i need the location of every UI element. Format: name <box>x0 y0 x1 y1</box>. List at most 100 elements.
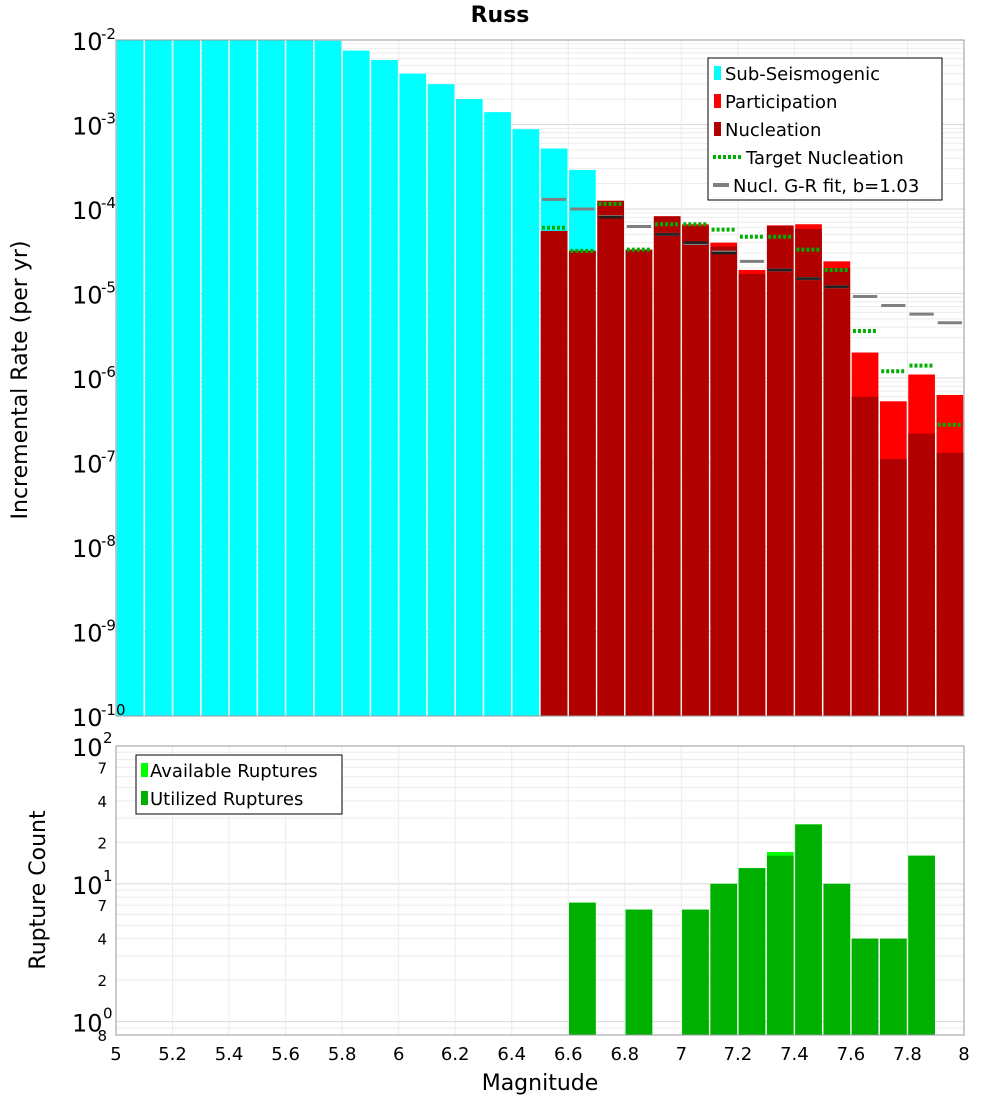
bar-nucleation <box>569 250 596 716</box>
bar-sub-seismogenic <box>484 112 511 717</box>
x-tick-label: 7.2 <box>724 1044 753 1065</box>
bar-nucleation <box>880 459 907 716</box>
x-tick-label: 7 <box>676 1044 687 1065</box>
magnitude-x-tick-labels: 5 5.2 5.4 5.6 5.8 6 6.2 6.4 6.6 6.8 7 7.2 7.4 7.6 7.8 8 <box>110 1044 969 1065</box>
count-plot-border <box>115 745 965 1036</box>
x-axis-label: Magnitude <box>482 1071 599 1096</box>
bar-nucleation <box>908 433 935 716</box>
bar-nucleation <box>795 228 822 716</box>
legend-swatch-sub-seismogenic <box>714 66 721 80</box>
bar-sub-seismogenic <box>314 40 342 717</box>
bar-utilized-ruptures <box>880 938 907 1035</box>
bar-nucleation <box>710 246 738 716</box>
count-y-tick-label: 7 <box>97 897 107 915</box>
count-gridlines <box>116 746 964 1036</box>
bar-sub-seismogenic <box>286 40 314 716</box>
x-tick-label: 8 <box>958 1044 969 1065</box>
bar-sub-seismogenic <box>258 40 285 716</box>
x-tick-label: 7.6 <box>837 1044 866 1065</box>
legend-label-target-nucleation: Target Nucleation <box>745 148 904 169</box>
rate-y-tick-exponent: -4 <box>101 194 116 212</box>
rate-y-tick-base: 10 <box>72 366 103 394</box>
bar-nucleation <box>540 230 568 717</box>
x-tick-label: 5.4 <box>215 1044 244 1065</box>
x-tick-label: 6.8 <box>610 1044 639 1065</box>
bar-utilized-ruptures <box>738 868 766 1035</box>
bar-sub-seismogenic <box>229 40 257 716</box>
bar-sub-seismogenic <box>456 99 483 716</box>
bar-utilized-ruptures <box>766 855 794 1035</box>
x-tick-label: 5 <box>110 1044 121 1065</box>
rate-y-tick-exponent: -3 <box>101 110 116 128</box>
rate-y-tick-exponent: -10 <box>101 701 126 719</box>
count-y-tick-label: 4 <box>97 931 107 949</box>
legend-label-nucleation: Nucleation <box>725 120 821 141</box>
count-y-tick-base: 10 <box>72 1010 103 1038</box>
x-tick-label: 7.4 <box>780 1044 809 1065</box>
x-tick-label: 5.8 <box>328 1044 357 1065</box>
bar-sub-seismogenic <box>145 40 172 716</box>
legend-label-available-ruptures: Available Ruptures <box>150 761 318 782</box>
rate-markers <box>542 197 962 427</box>
count-legend-box <box>135 754 343 815</box>
x-tick-label: 6 <box>393 1044 404 1065</box>
bar-sub-seismogenic <box>512 129 540 716</box>
bar-utilized-ruptures <box>851 938 879 1035</box>
count-legend: Available Ruptures Utilized Ruptures <box>135 754 343 815</box>
count-y-axis-label: Rupture Count <box>26 810 51 970</box>
rate-legend-box <box>707 57 943 201</box>
legend-swatch-utilized-ruptures <box>141 791 148 805</box>
x-tick-label: 6.4 <box>497 1044 526 1065</box>
bar-nucleation <box>597 200 624 717</box>
bar-utilized-ruptures <box>823 883 851 1035</box>
rate-y-axis-label: Incremental Rate (per yr) <box>8 241 33 520</box>
bar-sub-seismogenic <box>173 40 200 716</box>
count-y-tick-exponent: 0 <box>103 1005 113 1023</box>
legend-swatch-participation <box>714 94 721 108</box>
count-y-tick-exponent: 1 <box>103 867 113 885</box>
legend-label-participation: Participation <box>725 92 837 113</box>
rate-plot-border <box>115 39 965 717</box>
rate-y-tick-exponent: -2 <box>101 25 116 43</box>
bar-sub-seismogenic <box>427 84 455 717</box>
bar-nucleation <box>682 225 709 716</box>
rate-y-tick-exponent: -8 <box>101 532 116 550</box>
rate-y-tick-exponent: -9 <box>101 617 116 635</box>
count-y-tick-exponent: 2 <box>103 729 113 747</box>
bar-nucleation <box>653 216 681 717</box>
bar-nucleation <box>936 452 964 716</box>
bar-utilized-ruptures <box>710 883 738 1035</box>
legend-label-sub-seismogenic: Sub-Seismogenic <box>725 64 880 85</box>
count-y-tick-label: 8 <box>97 1027 107 1045</box>
rate-y-tick-exponent: -6 <box>101 363 116 381</box>
legend-swatch-available-ruptures <box>141 763 148 777</box>
bar-utilized-ruptures <box>908 855 935 1035</box>
bar-utilized-ruptures <box>625 909 653 1035</box>
x-tick-label: 7.8 <box>893 1044 922 1065</box>
count-bars <box>569 824 935 1035</box>
rate-y-tick-base: 10 <box>72 113 103 141</box>
bar-sub-seismogenic <box>116 40 144 716</box>
rate-gridlines <box>116 40 964 717</box>
legend-swatch-nucleation <box>714 122 721 136</box>
bar-sub-seismogenic <box>371 59 398 716</box>
rate-y-tick-base: 10 <box>72 704 103 732</box>
legend-label-gr-fit: Nucl. G-R fit, b=1.03 <box>733 176 919 197</box>
bar-sub-seismogenic <box>399 73 427 717</box>
bar-sub-seismogenic <box>201 40 229 716</box>
rate-legend: Sub-Seismogenic Participation Nucleation… <box>707 57 943 201</box>
bar-nucleation <box>823 268 851 716</box>
count-y-tick-label: 4 <box>97 793 107 811</box>
bar-nucleation <box>851 396 879 716</box>
bar-utilized-ruptures <box>795 824 822 1035</box>
rate-y-tick-base: 10 <box>72 197 103 225</box>
chart-title: Russ <box>471 3 530 28</box>
bar-nucleation <box>766 225 794 716</box>
count-y-tick-label: 7 <box>97 759 107 777</box>
rate-panel: 10-210-310-410-510-610-710-810-910-10 In… <box>8 25 965 732</box>
legend-label-utilized-ruptures: Utilized Ruptures <box>150 789 303 810</box>
bar-utilized-ruptures <box>682 909 709 1035</box>
x-tick-label: 6.2 <box>441 1044 470 1065</box>
bar-sub-seismogenic <box>342 50 370 717</box>
